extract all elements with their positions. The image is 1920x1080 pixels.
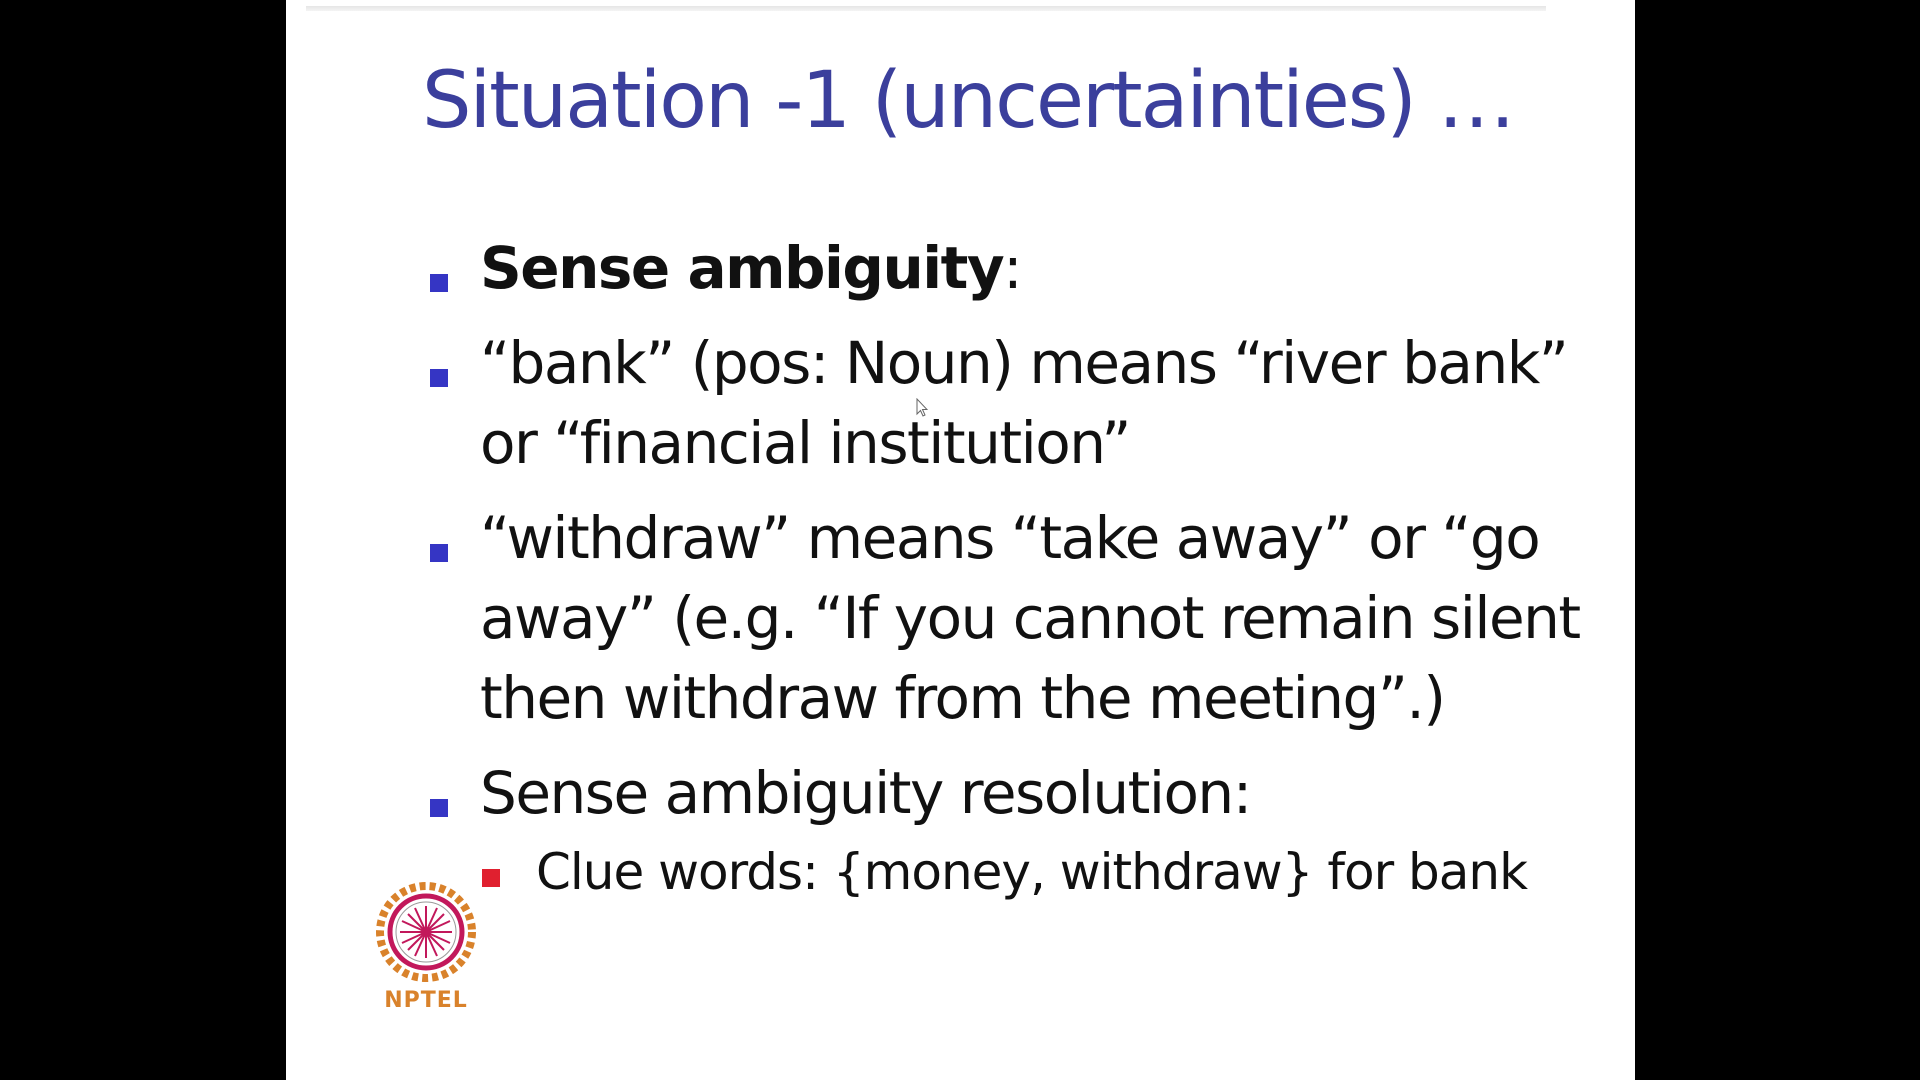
slide-title: Situation -1 (uncertainties) … — [422, 56, 1516, 146]
bullet-text: : — [1003, 234, 1023, 302]
mouse-cursor-icon — [916, 398, 928, 417]
bullet-list: Sense ambiguity: “bank” (pos: Noun) mean… — [426, 228, 1626, 922]
bullet-bank: “bank” (pos: Noun) means “river bank” or… — [426, 323, 1626, 483]
bullet-square-icon — [430, 544, 448, 562]
bullet-square-icon — [430, 799, 448, 817]
nptel-logo-icon: NPTEL — [370, 876, 482, 1016]
bullet-square-icon — [430, 274, 448, 292]
bullet-square-icon — [430, 369, 448, 387]
nptel-emblem-icon — [376, 882, 476, 982]
bullet-text: “bank” (pos: Noun) means “river bank” or… — [480, 329, 1569, 477]
sub-bullet-text: Clue words: {money, withdraw} for bank — [536, 843, 1528, 901]
bullet-text: “withdraw” means “take away” or “go away… — [480, 504, 1581, 732]
sub-bullet-clue-words: Clue words: {money, withdraw} for bank — [480, 837, 1626, 907]
bullet-strong-text: Sense ambiguity — [480, 234, 1005, 302]
nptel-logo-text: NPTEL — [384, 988, 468, 1013]
sub-bullet-square-icon — [482, 869, 500, 887]
top-divider — [306, 6, 1546, 11]
bullet-resolution: Sense ambiguity resolution: Clue words: … — [426, 753, 1626, 907]
sub-bullet-list: Clue words: {money, withdraw} for bank — [480, 837, 1626, 907]
bullet-text: Sense ambiguity resolution: — [480, 759, 1252, 827]
presentation-slide: Situation -1 (uncertainties) … Sense amb… — [286, 0, 1635, 1080]
bullet-sense-ambiguity: Sense ambiguity: — [426, 228, 1626, 308]
bullet-withdraw: “withdraw” means “take away” or “go away… — [426, 498, 1626, 738]
